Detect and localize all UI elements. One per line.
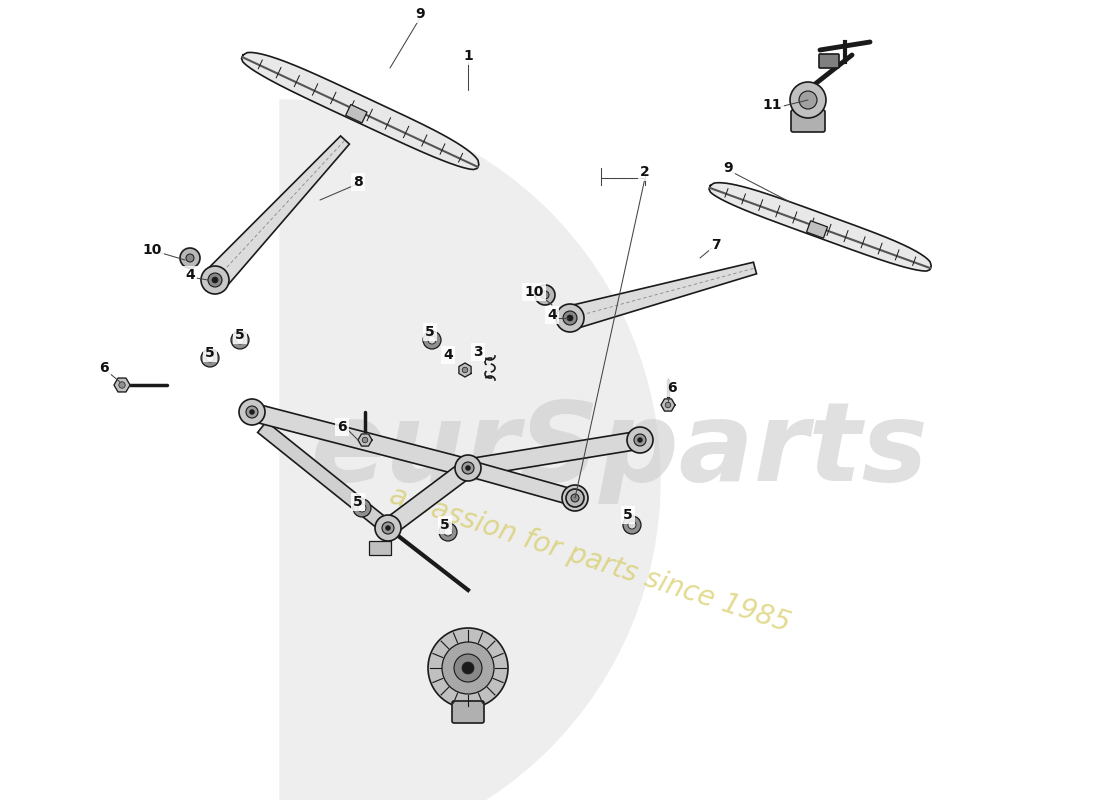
Circle shape [634,434,646,446]
Circle shape [439,523,456,541]
Circle shape [375,515,402,541]
Bar [368,541,390,555]
Circle shape [455,455,481,481]
Polygon shape [383,461,473,535]
Polygon shape [566,262,757,330]
Text: 5: 5 [623,508,632,522]
Circle shape [790,82,826,118]
Circle shape [428,336,436,344]
Circle shape [180,248,200,268]
Polygon shape [466,431,641,477]
Polygon shape [242,53,478,170]
Circle shape [562,485,588,511]
Circle shape [563,311,578,325]
Text: 5: 5 [440,518,450,532]
Circle shape [428,628,508,708]
Circle shape [385,526,390,530]
Circle shape [119,382,125,388]
Circle shape [462,462,474,474]
Circle shape [799,91,817,109]
Circle shape [454,654,482,682]
Circle shape [638,438,642,442]
Text: eurSparts: eurSparts [311,397,928,503]
Text: 4: 4 [185,268,195,282]
FancyBboxPatch shape [820,54,839,68]
Circle shape [424,331,441,349]
Circle shape [462,367,468,373]
Circle shape [569,492,581,504]
Polygon shape [358,434,372,446]
Circle shape [541,291,549,299]
Circle shape [201,349,219,367]
Circle shape [353,499,371,517]
Text: 8: 8 [353,175,363,189]
Text: a passion for parts since 1985: a passion for parts since 1985 [386,482,794,638]
Polygon shape [206,136,350,289]
Circle shape [465,466,471,470]
Circle shape [566,315,573,321]
Circle shape [572,495,578,501]
Circle shape [250,410,254,414]
Text: 1: 1 [463,49,473,63]
Circle shape [535,285,556,305]
Circle shape [236,336,244,344]
Circle shape [382,522,394,534]
Polygon shape [661,399,675,411]
Circle shape [239,399,265,425]
Circle shape [444,528,452,536]
Circle shape [623,516,641,534]
Text: 6: 6 [338,420,346,434]
Circle shape [358,504,366,512]
Bar [345,105,367,123]
Circle shape [201,266,229,294]
Text: 4: 4 [547,308,557,322]
Text: 5: 5 [235,328,245,342]
Circle shape [186,254,194,262]
Circle shape [206,354,214,362]
Text: 2: 2 [640,165,650,179]
Circle shape [666,402,671,408]
Text: 11: 11 [762,98,782,112]
Text: 9: 9 [723,161,733,175]
Circle shape [212,277,218,283]
Text: 5: 5 [205,346,214,360]
FancyBboxPatch shape [791,110,825,132]
Text: 6: 6 [668,381,676,395]
Text: 5: 5 [425,325,435,339]
Circle shape [231,331,249,349]
Text: 9: 9 [415,7,425,21]
Circle shape [627,427,653,453]
Text: 3: 3 [473,345,483,359]
Circle shape [566,489,584,507]
Text: 10: 10 [142,243,162,257]
Wedge shape [280,100,660,800]
Text: 5: 5 [353,495,363,509]
Bar [806,221,827,238]
Circle shape [208,273,222,287]
Circle shape [571,494,579,502]
Polygon shape [465,460,578,506]
Circle shape [628,521,636,529]
Polygon shape [710,182,932,271]
Polygon shape [459,363,471,377]
Polygon shape [114,378,130,392]
Circle shape [362,437,367,443]
Text: 4: 4 [443,348,453,362]
Circle shape [442,642,494,694]
Polygon shape [250,403,471,477]
Circle shape [556,304,584,332]
Polygon shape [257,422,393,534]
Text: 6: 6 [99,361,109,375]
Text: 7: 7 [712,238,720,252]
FancyBboxPatch shape [452,701,484,723]
Text: 10: 10 [525,285,543,299]
Circle shape [246,406,258,418]
Circle shape [462,662,474,674]
